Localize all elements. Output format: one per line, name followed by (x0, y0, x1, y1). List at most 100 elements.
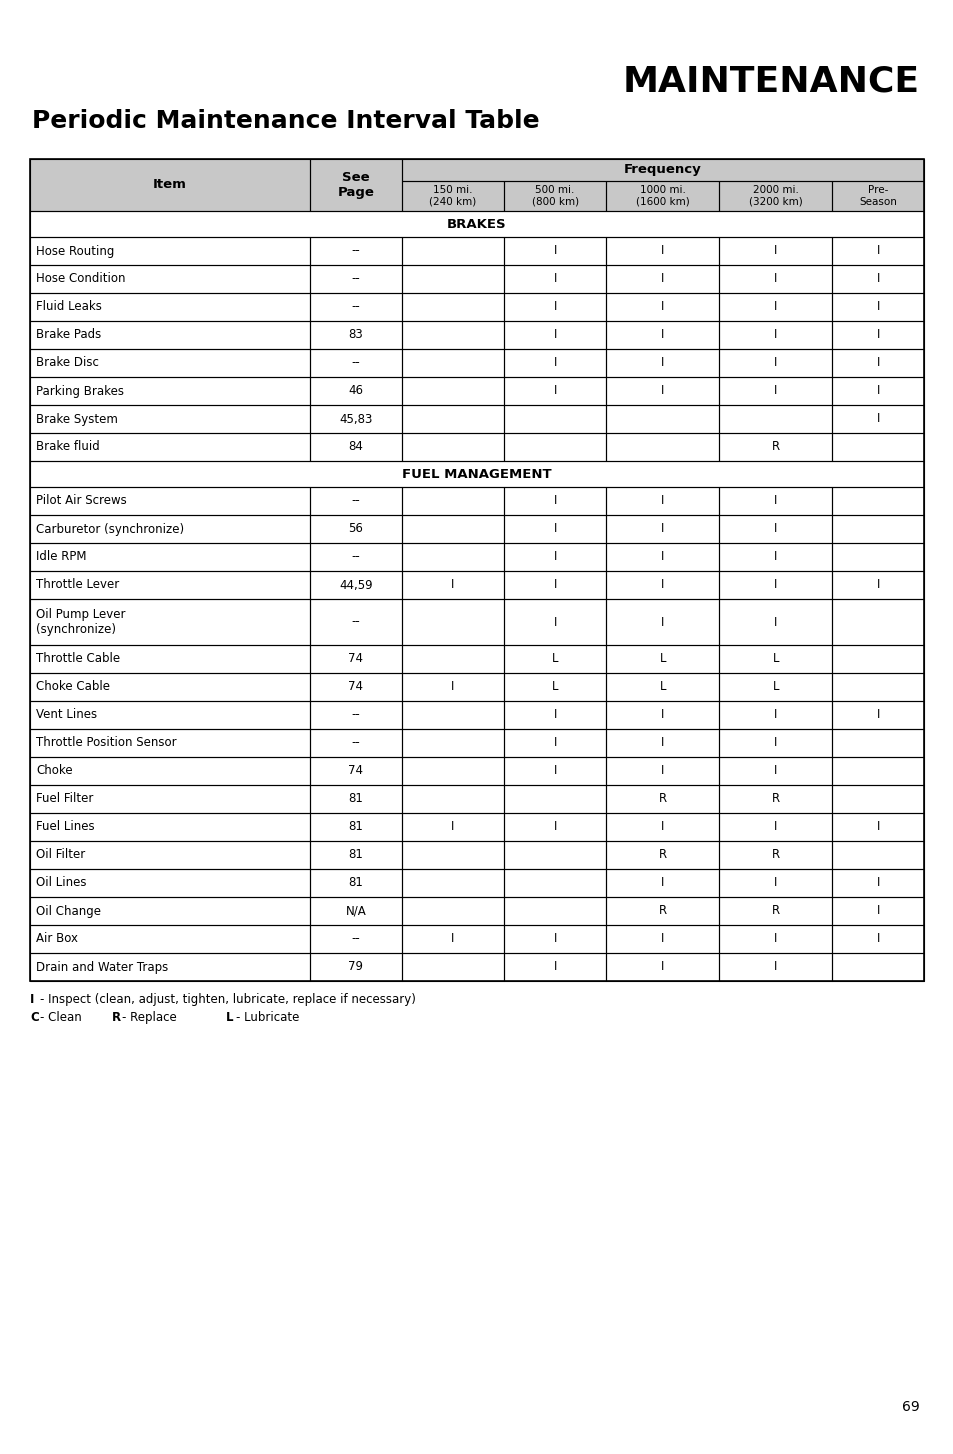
Bar (605, 349, 719, 377)
Bar (30, 377, 310, 406)
Bar (30, 461, 923, 487)
Text: MAINTENANCE: MAINTENANCE (622, 64, 919, 97)
Bar (30, 461, 923, 487)
Bar (719, 406, 832, 433)
Bar (310, 377, 401, 406)
Text: Pilot Air Screws: Pilot Air Screws (36, 494, 127, 507)
Bar (503, 571, 605, 599)
Text: Oil Change: Oil Change (36, 904, 101, 917)
Bar (832, 349, 923, 377)
Bar (832, 571, 923, 599)
Bar (832, 349, 923, 377)
Text: Item: Item (152, 179, 187, 192)
Text: I: I (660, 384, 664, 397)
Bar (503, 599, 605, 646)
Bar (30, 265, 310, 294)
Text: L: L (772, 680, 779, 694)
Bar (401, 433, 503, 461)
Text: 2000 mi.
(3200 km): 2000 mi. (3200 km) (748, 185, 801, 206)
Bar (401, 925, 503, 952)
Bar (719, 952, 832, 981)
Bar (719, 237, 832, 265)
Text: Air Box: Air Box (36, 932, 78, 945)
Bar (503, 813, 605, 840)
Bar (310, 158, 401, 211)
Bar (310, 813, 401, 840)
Text: I: I (451, 680, 454, 694)
Bar (832, 542, 923, 571)
Bar (30, 542, 310, 571)
Bar (605, 237, 719, 265)
Bar (503, 377, 605, 406)
Bar (30, 211, 923, 237)
Text: R: R (659, 904, 666, 917)
Text: I: I (876, 301, 879, 314)
Bar (832, 785, 923, 813)
Bar (832, 599, 923, 646)
Bar (30, 599, 310, 646)
Bar (503, 869, 605, 897)
Text: I: I (553, 329, 557, 342)
Bar (605, 813, 719, 840)
Bar (310, 571, 401, 599)
Bar (401, 925, 503, 952)
Text: L: L (659, 680, 665, 694)
Bar (605, 701, 719, 728)
Text: I: I (553, 301, 557, 314)
Bar (401, 377, 503, 406)
Bar (30, 785, 310, 813)
Bar (401, 406, 503, 433)
Bar (30, 211, 923, 237)
Text: 45,83: 45,83 (338, 413, 372, 426)
Bar (401, 673, 503, 701)
Bar (832, 673, 923, 701)
Bar (30, 158, 923, 211)
Bar (719, 646, 832, 673)
Text: I: I (553, 708, 557, 721)
Bar (832, 487, 923, 515)
Bar (30, 237, 310, 265)
Text: I: I (774, 356, 777, 369)
Bar (310, 646, 401, 673)
Bar (30, 840, 310, 869)
Bar (401, 897, 503, 925)
Bar (832, 728, 923, 758)
Bar (310, 349, 401, 377)
Text: 81: 81 (348, 877, 363, 890)
Bar (719, 237, 832, 265)
Bar (605, 487, 719, 515)
Bar (503, 265, 605, 294)
Bar (719, 840, 832, 869)
Bar (832, 840, 923, 869)
Bar (30, 952, 310, 981)
Bar (30, 237, 310, 265)
Bar (605, 571, 719, 599)
Bar (310, 406, 401, 433)
Bar (832, 571, 923, 599)
Bar (605, 349, 719, 377)
Bar (719, 487, 832, 515)
Text: 74: 74 (348, 653, 363, 666)
Bar (503, 840, 605, 869)
Text: I: I (553, 820, 557, 833)
Bar (605, 925, 719, 952)
Bar (719, 599, 832, 646)
Bar (30, 673, 310, 701)
Text: 83: 83 (348, 329, 363, 342)
Text: 150 mi.
(240 km): 150 mi. (240 km) (429, 185, 476, 206)
Text: - Lubricate: - Lubricate (235, 1011, 299, 1024)
Bar (30, 701, 310, 728)
Text: 56: 56 (348, 522, 363, 535)
Bar (310, 349, 401, 377)
Bar (401, 158, 923, 180)
Bar (30, 515, 310, 542)
Bar (503, 487, 605, 515)
Bar (401, 321, 503, 349)
Bar (30, 349, 310, 377)
Text: I: I (660, 765, 664, 778)
Text: Brake Pads: Brake Pads (36, 329, 101, 342)
Bar (719, 813, 832, 840)
Text: I: I (660, 522, 664, 535)
Bar (605, 952, 719, 981)
Text: I: I (876, 877, 879, 890)
